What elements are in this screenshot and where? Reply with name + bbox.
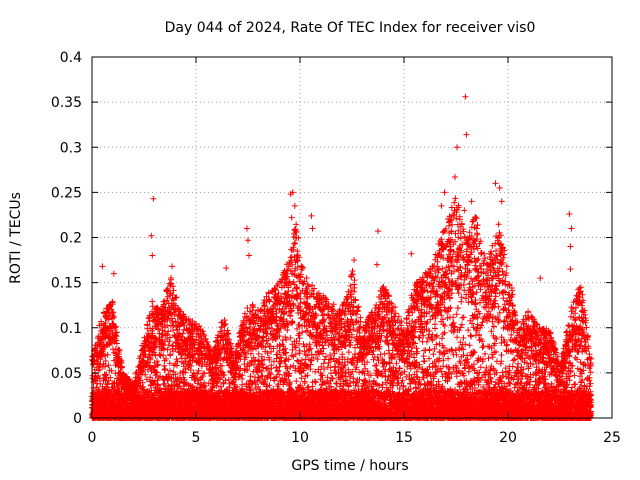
- roti-outlier-point: [223, 265, 230, 272]
- x-tick-label: 15: [395, 430, 413, 446]
- y-tick-label: 0: [73, 411, 82, 427]
- x-axis-label: GPS time / hours: [291, 458, 408, 474]
- data-points: [89, 93, 595, 421]
- roti-outlier-point: [568, 225, 575, 232]
- roti-outlier-point: [498, 198, 505, 205]
- roti-outlier-point: [243, 225, 250, 232]
- roti-outlier-point: [289, 189, 296, 196]
- axis-ticks: 0 5 10 15 20 25 0 0.05 0.1 0.15 0.2 0.25 0.3 0.35 0.4: [51, 50, 621, 446]
- roti-outlier-point: [292, 234, 299, 241]
- roti-outlier-point: [150, 195, 157, 202]
- roti-outlier-point: [468, 198, 475, 205]
- roti-outlier-point: [148, 232, 155, 239]
- y-tick-label: 0.2: [60, 231, 82, 247]
- roti-outlier-point: [375, 228, 381, 235]
- roti-outlier-point: [438, 202, 445, 209]
- roti-outlier-point: [99, 263, 106, 270]
- roti-outlier-point: [463, 131, 470, 138]
- roti-outlier-point: [169, 263, 176, 270]
- roti-outlier-point: [351, 257, 358, 264]
- roti-outlier-point: [245, 237, 251, 244]
- x-tick-label: 20: [499, 430, 517, 446]
- roti-outlier-point: [291, 202, 298, 209]
- y-tick-label: 0.3: [60, 140, 82, 156]
- roti-outlier-point: [451, 174, 458, 181]
- roti-outlier-point: [288, 214, 295, 221]
- roti-outlier-point: [246, 252, 253, 259]
- roti-outlier-point: [461, 207, 468, 214]
- y-tick-label: 0.25: [51, 185, 82, 201]
- roti-outlier-point: [309, 225, 316, 232]
- roti-outlier-point: [566, 211, 573, 218]
- roti-outlier-point: [373, 261, 380, 268]
- roti-outlier-point: [567, 266, 574, 273]
- x-tick-label: 10: [291, 430, 309, 446]
- y-tick-label: 0.15: [51, 276, 82, 292]
- x-tick-label: 0: [88, 430, 97, 446]
- y-axis-label: ROTI / TECUs: [8, 192, 24, 284]
- y-tick-label: 0.35: [51, 95, 82, 111]
- y-tick-label: 0.4: [60, 50, 82, 66]
- roti-outlier-point: [308, 212, 315, 219]
- roti-outlier-point: [441, 189, 448, 196]
- roti-outlier-point: [454, 144, 461, 151]
- roti-outlier-point: [408, 250, 415, 257]
- y-tick-label: 0.1: [60, 321, 82, 337]
- x-tick-label: 5: [192, 430, 201, 446]
- roti-outlier-point: [473, 225, 480, 232]
- roti-outlier-point: [492, 180, 499, 187]
- chart-title: Day 044 of 2024, Rate Of TEC Index for r…: [165, 20, 536, 36]
- roti-outlier-point: [110, 270, 117, 277]
- roti-outlier-point: [537, 275, 544, 282]
- roti-outlier-point: [462, 93, 469, 100]
- y-tick-label: 0.05: [51, 366, 82, 382]
- roti-point-cloud: [89, 195, 595, 421]
- roti-outlier-point: [567, 243, 574, 250]
- x-tick-label: 25: [603, 430, 621, 446]
- roti-outlier-point: [496, 184, 503, 191]
- roti-outlier-point: [149, 252, 156, 259]
